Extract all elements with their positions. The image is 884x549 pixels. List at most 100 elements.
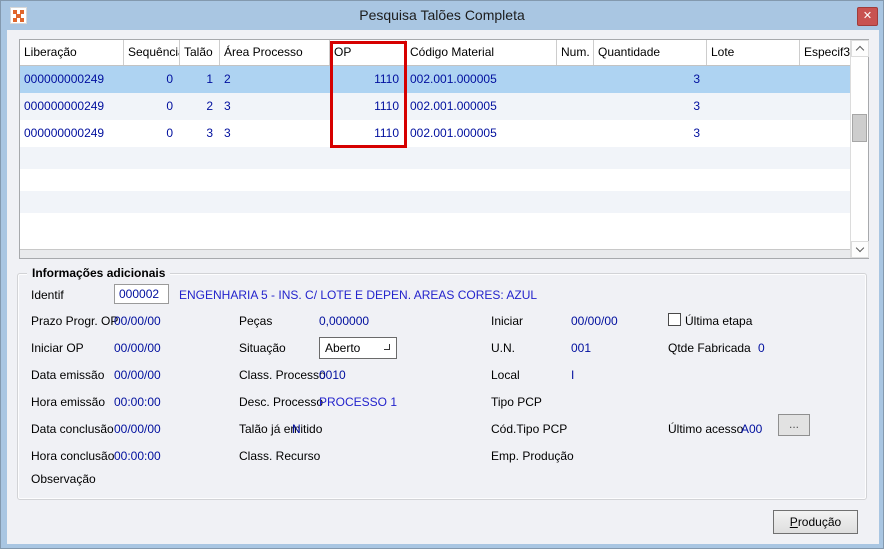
app-icon [10,7,27,24]
column-header-talao[interactable]: Talão [180,40,220,65]
data-conclusao-value: 00/00/00 [114,422,161,436]
observacao-label: Observação [31,472,96,486]
desc-processo-value: PROCESSO 1 [319,395,398,409]
informacoes-adicionais-groupbox [17,273,867,500]
cell-lote [707,66,800,93]
cell-lote [707,93,800,120]
cell-lote [707,120,800,147]
hora-emissao-value: 00:00:00 [114,395,161,409]
chevron-down-icon [384,344,390,350]
class-recurso-label: Class. Recurso [239,449,321,463]
hora-conclusao-value: 00:00:00 [114,449,161,463]
cell-codigo-material: 002.001.000005 [410,72,497,86]
scroll-down-button[interactable] [851,241,869,258]
data-conclusao-label: Data conclusão [31,422,114,436]
identif-input[interactable] [114,284,169,304]
qtde-fabricada-label: Qtde Fabricada [668,341,751,355]
column-header-quantidade[interactable]: Quantidade [594,40,707,65]
cell-especif3 [800,66,850,93]
title-bar[interactable]: Pesquisa Talões Completa ✕ [1,1,883,30]
grid-bottom-band [20,249,850,258]
empty-grid-stripe [20,169,850,191]
un-label: U.N. [491,341,515,355]
iniciar-label: Iniciar [491,314,524,328]
browse-button[interactable]: ... [778,414,810,436]
ultimo-acesso-label: Último acesso [668,422,744,436]
cell-quantidade: 3 [693,126,700,140]
tipo-pcp-label: Tipo PCP [491,395,542,409]
talao-ja-emitido-label: Talão já emitido [239,422,323,436]
situacao-combobox[interactable]: Aberto [319,337,397,359]
pecas-label: Peças [239,314,273,328]
iniciar-op-value: 00/00/00 [114,341,161,355]
local-label: Local [491,368,520,382]
close-button[interactable]: ✕ [857,7,878,26]
empty-grid-stripe [20,213,850,235]
cell-area-processo: 3 [224,99,231,113]
cell-num [557,66,594,93]
table-row[interactable]: 000000000249 0 1 2 1110 002.001.000005 3 [20,66,868,93]
situacao-selected-value: Aberto [325,341,361,355]
cell-op: 1110 [374,72,399,86]
qtde-fabricada-value: 0 [758,341,765,355]
cell-especif3 [800,93,850,120]
scrollbar-thumb[interactable] [852,114,867,142]
cell-talao: 1 [206,72,213,86]
window-title: Pesquisa Talões Completa [359,7,525,23]
class-processo-label: Class. Processo [239,368,326,382]
producao-button[interactable]: Produção [773,510,858,534]
column-header-sequencia[interactable]: Sequência [124,40,180,65]
hora-conclusao-label: Hora conclusão [31,449,115,463]
chevron-down-icon [855,243,865,253]
ultimo-acesso-value: A00 [741,422,763,436]
cell-sequencia: 0 [166,72,173,86]
data-emissao-value: 00/00/00 [114,368,161,382]
table-row[interactable]: 000000000249 0 2 3 1110 002.001.000005 3 [20,93,868,120]
cell-area-processo: 3 [224,126,231,140]
cell-codigo-material: 002.001.000005 [410,126,497,140]
column-header-especif3[interactable]: Especif3 [804,45,850,59]
cell-sequencia: 0 [166,99,173,113]
column-header-op[interactable]: OP [330,40,406,65]
column-header-codigo-material[interactable]: Código Material [406,40,557,65]
table-row[interactable]: 000000000249 0 3 3 1110 002.001.000005 3 [20,120,868,147]
cod-tipo-pcp-label: Cód.Tipo PCP [491,422,568,436]
emp-producao-label: Emp. Produção [491,449,574,463]
taloes-grid: Liberação Sequência Talão Área Processo … [19,39,869,259]
column-header-lote[interactable]: Lote [707,40,800,65]
cell-talao: 2 [206,99,213,113]
groupbox-title: Informações adicionais [27,266,171,280]
cell-op: 1110 [374,99,399,113]
iniciar-op-label: Iniciar OP [31,341,84,355]
vertical-scrollbar[interactable] [850,40,869,258]
un-value: 001 [571,341,592,355]
column-header-num[interactable]: Num. [557,40,594,65]
cell-quantidade: 3 [693,99,700,113]
cell-num [557,93,594,120]
grid-header: Liberação Sequência Talão Área Processo … [20,40,868,66]
class-processo-value: 0010 [319,368,346,382]
prazo-progr-op-label: Prazo Progr. OP [31,314,119,328]
local-value: I [571,368,575,382]
cell-codigo-material: 002.001.000005 [410,99,497,113]
column-header-area-processo[interactable]: Área Processo [220,40,330,65]
scroll-up-button[interactable] [851,40,869,57]
pecas-value: 0,000000 [319,314,370,328]
cell-quantidade: 3 [693,72,700,86]
cell-liberacao: 000000000249 [24,126,105,140]
ultima-etapa-label: Última etapa [685,314,753,328]
prazo-progr-op-value: 00/00/00 [114,314,161,328]
data-emissao-label: Data emissão [31,368,105,382]
identif-description: ENGENHARIA 5 - INS. C/ LOTE E DEPEN. ARE… [179,288,538,302]
empty-grid-stripe [20,147,850,169]
ultima-etapa-checkbox[interactable] [668,313,681,326]
empty-grid-stripe [20,191,850,213]
producao-button-label: Produção [789,515,842,529]
cell-num [557,120,594,147]
cell-liberacao: 000000000249 [24,99,105,113]
situacao-label: Situação [239,341,286,355]
cell-talao: 3 [206,126,213,140]
column-header-liberacao[interactable]: Liberação [20,40,124,65]
cell-area-processo: 2 [224,72,231,86]
